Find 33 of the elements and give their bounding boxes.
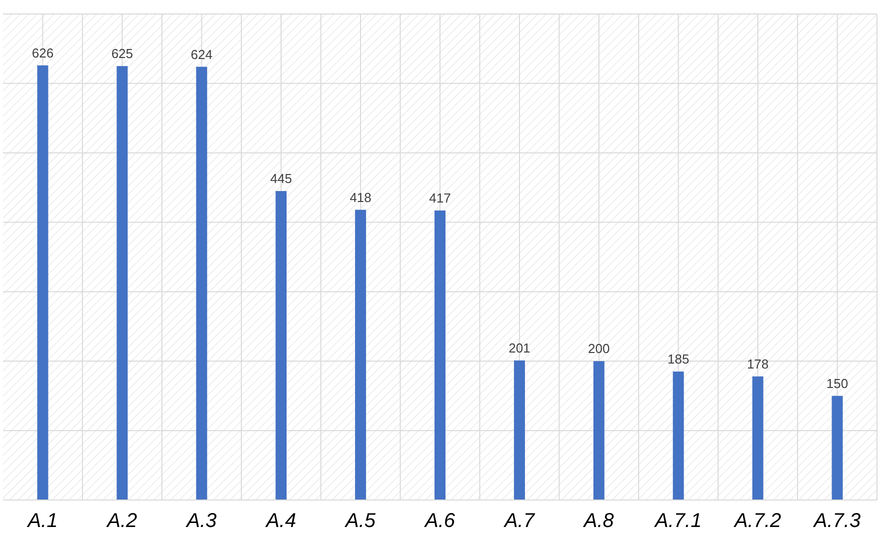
bar [672,372,684,500]
bar [752,376,764,500]
x-tick-label: A.3 [186,510,217,532]
data-label: 625 [111,46,134,62]
bar [514,360,525,500]
bar [832,396,843,500]
data-label: 150 [826,376,848,391]
bar [434,210,446,500]
x-tick-label: A.6 [424,510,456,532]
data-label: 445 [270,171,292,186]
x-tick-label: A.1 [26,510,58,532]
x-tick-label: A.2 [106,510,138,532]
x-tick-label: A.5 [344,510,376,532]
bar [593,361,604,500]
x-tick-label: A.8 [582,510,614,532]
data-label: 200 [588,341,610,356]
data-label: 201 [508,340,530,356]
x-tick-label: A.7 [503,510,536,532]
data-label: 626 [32,45,54,60]
data-label: 185 [668,352,690,367]
bar [196,66,208,500]
bar [37,65,48,500]
data-label: 417 [429,190,451,206]
data-label: 624 [190,46,212,62]
data-label: 418 [350,190,372,205]
bar [355,210,366,500]
bar [276,191,287,500]
bar [116,66,128,500]
x-tick-label: A.7.2 [733,510,782,532]
x-tick-label: A.7.3 [812,510,861,532]
x-tick-label: A.4 [265,510,296,532]
x-tick-label: A.7.1 [654,510,702,532]
data-label: 178 [746,356,769,372]
